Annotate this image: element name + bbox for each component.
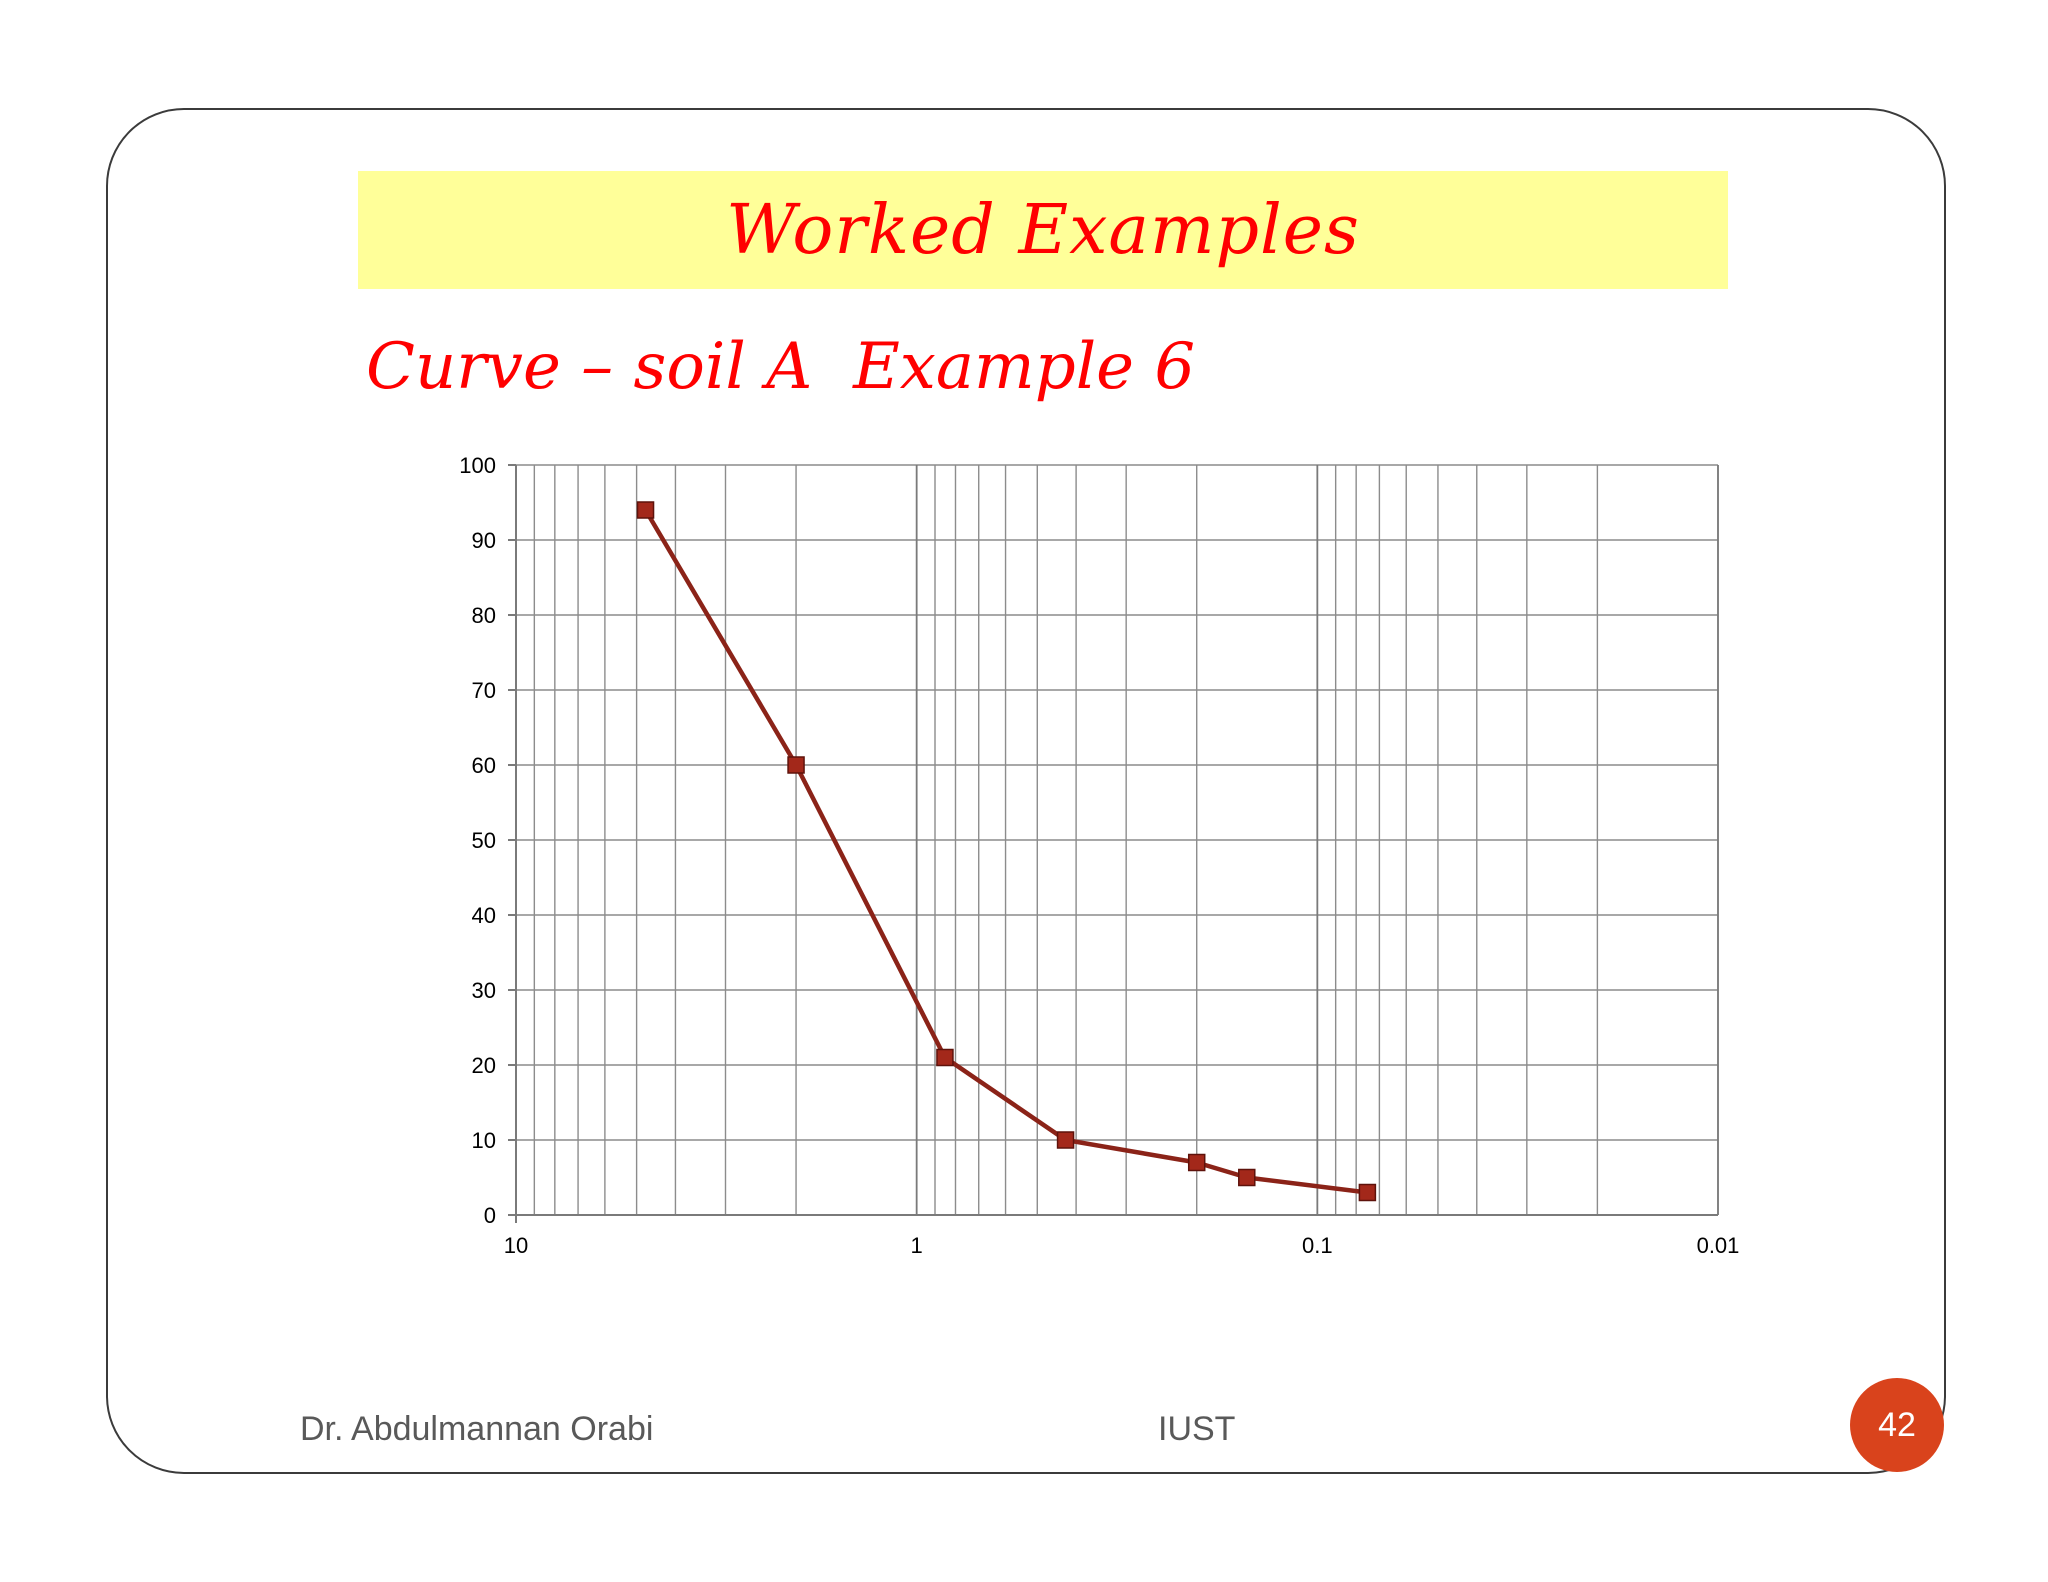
page-number-badge: 42: [1850, 1378, 1944, 1472]
page-number: 42: [1878, 1405, 1916, 1444]
data-point: [1238, 1168, 1256, 1187]
y-tick-label: 0: [484, 1203, 496, 1228]
slide-subtitle: Curve – soil A Example 6: [366, 330, 1196, 404]
data-point: [1358, 1183, 1377, 1202]
y-axis-tick-labels: 0 10 20 30 40 50 60 70 80 90 100: [459, 453, 496, 1228]
data-point: [787, 756, 805, 774]
x-tick-label: 1: [911, 1233, 923, 1258]
y-tick-label: 20: [472, 1053, 496, 1078]
footer-institution: IUST: [1158, 1410, 1236, 1448]
y-tick-label: 90: [472, 528, 496, 553]
y-tick-label: 30: [472, 978, 496, 1003]
data-point: [1187, 1153, 1206, 1172]
x-axis-tick-labels: 10 1 0.1 0.01: [504, 1233, 1740, 1258]
x-tick-label: 10: [504, 1233, 528, 1258]
slide-title: Worked Examples: [726, 190, 1360, 270]
y-tick-label: 80: [472, 603, 496, 628]
y-tick-label: 40: [472, 903, 496, 928]
x-tick-label: 0.1: [1302, 1233, 1333, 1258]
data-point: [936, 1048, 954, 1067]
data-point: [636, 501, 655, 519]
y-tick-label: 70: [472, 678, 496, 703]
axis-lines: [508, 464, 1718, 1223]
y-tick-label: 50: [472, 828, 496, 853]
x-tick-label: 0.01: [1697, 1233, 1740, 1258]
y-tick-label: 60: [472, 753, 496, 778]
footer-author: Dr. Abdulmannan Orabi: [300, 1410, 654, 1448]
data-series: [636, 501, 1377, 1202]
data-point: [1056, 1131, 1075, 1149]
y-tick-label: 10: [472, 1128, 496, 1153]
y-tick-label: 100: [459, 453, 496, 478]
title-band: Worked Examples: [358, 171, 1728, 289]
